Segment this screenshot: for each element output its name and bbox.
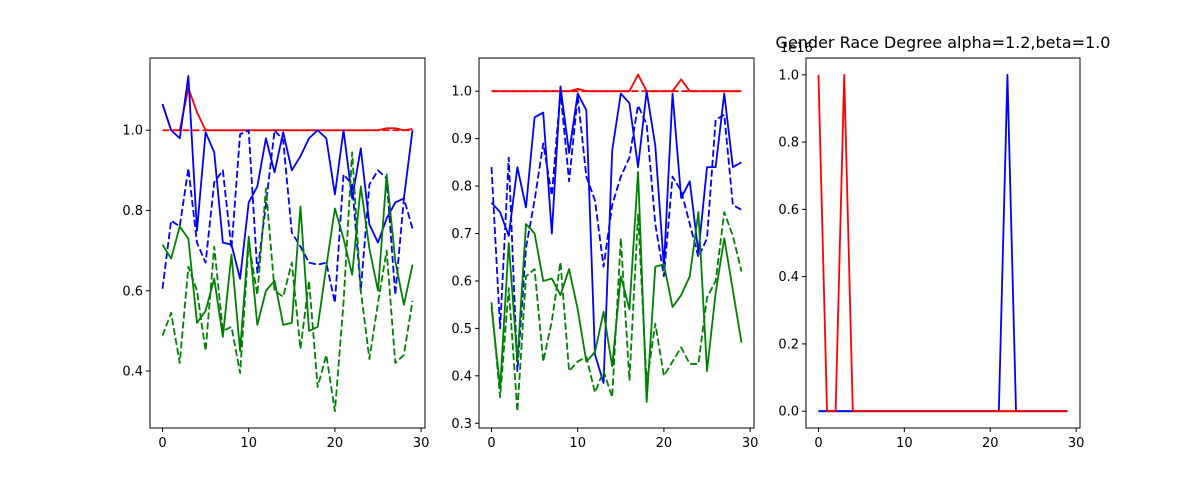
y-tick-label: 0.0 [778,405,799,420]
x-tick-label: 0 [814,436,822,451]
series-line-5 [161,173,414,352]
series-line-3 [817,73,1068,413]
x-tick-label: 10 [896,436,913,451]
x-tick-label: 10 [240,436,257,451]
x-tick-label: 30 [413,436,430,451]
y-tick-label: 0.8 [122,204,143,219]
y-tick-label: 0.9 [451,132,472,147]
y-tick-label: 0.8 [451,180,472,195]
subplot-1: 0 10 20 30 0.4 0.6 0.8 1.0 [122,57,430,451]
axes-frame [805,57,1081,429]
x-tick-label: 0 [487,436,495,451]
y-tick-label: 0.6 [122,284,143,299]
series-line-6 [161,151,414,413]
x-tick-label: 10 [569,436,586,451]
y-tick-label: 0.5 [451,322,472,337]
subplot-2: 0 10 20 30 0.3 0.4 0.5 0.6 0.7 0.8 0.9 1.0 [451,57,759,451]
x-tick-label: 30 [1068,436,1085,451]
x-tick-label: 0 [158,436,166,451]
y-tick-label: 0.2 [778,337,799,352]
series-line-4 [161,129,414,304]
y-tick-label: 0.6 [778,203,799,218]
series-group [161,75,414,413]
y-tick-label: 1.0 [778,68,799,83]
y-tick-label: 0.7 [451,227,472,242]
subplots: 0 10 20 30 0.4 0.6 0.8 1.0 0 10 20 30 0.3 0.4 0.5 0.6 0.… [122,33,1110,451]
series-group [490,73,743,413]
x-tick-label: 20 [656,436,673,451]
series-line-3 [161,75,414,280]
y-tick-label: 0.3 [451,417,472,432]
y-tick-label: 0.6 [451,274,472,289]
x-tick-label: 20 [327,436,344,451]
y-tick-label: 0.4 [778,270,799,285]
series-line-6 [490,211,743,413]
y-tick-label: 0.4 [451,369,472,384]
series-group [817,73,1068,413]
y-tick-label: 1.0 [451,85,472,100]
axes-frame [478,57,755,429]
y-tick-label: 0.4 [122,365,143,380]
axes-frame [149,57,426,429]
y-tick-label: 0.8 [778,136,799,151]
y-tick-label: 1.0 [122,124,143,139]
chart-title: Gender Race Degree alpha=1.2,beta=1.0 [776,33,1111,52]
x-tick-label: 20 [982,436,999,451]
y-offset-text: 1e16 [780,41,813,56]
x-tick-label: 30 [742,436,759,451]
